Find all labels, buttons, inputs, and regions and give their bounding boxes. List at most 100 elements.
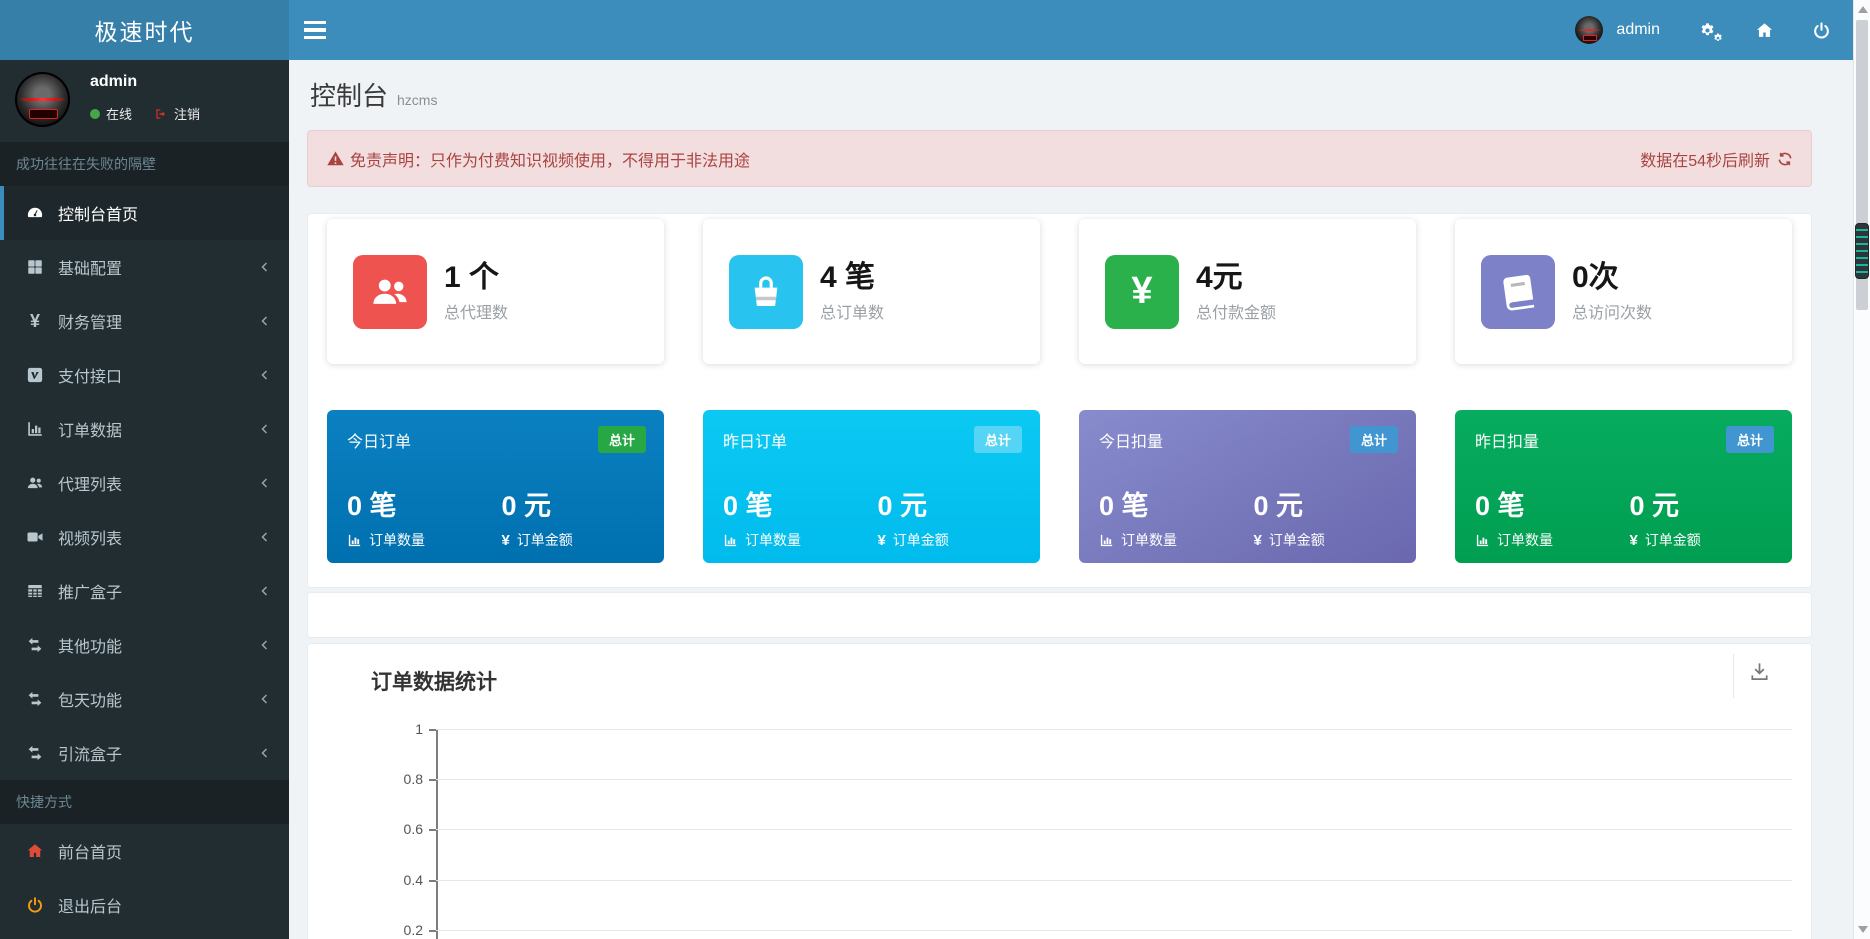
sidebar-item-label: 订单数据: [58, 423, 123, 440]
navbar-user-menu[interactable]: admin: [1575, 16, 1660, 44]
exchange-icon: [22, 636, 48, 654]
brand-logo[interactable]: 极速时代: [0, 0, 289, 60]
y-axis-label: 0.4: [403, 872, 423, 888]
sidebar-item-label: 视频列表: [58, 531, 123, 548]
logout-link[interactable]: 注销: [174, 107, 201, 122]
scrollbar-down-arrow[interactable]: [1858, 926, 1868, 933]
amount-label: 订单金额: [516, 532, 573, 548]
y-axis-tick: [429, 729, 436, 731]
y-axis-label: 0.8: [403, 771, 423, 787]
order-count: 0 笔: [1099, 491, 1149, 521]
y-gridline: [436, 930, 1792, 931]
online-status-label: 在线: [106, 107, 133, 122]
bar-chart-icon: [724, 534, 737, 546]
sidebar-item-promo-box[interactable]: 推广盒子: [0, 564, 289, 618]
sidebar-item-label: 推广盒子: [58, 585, 123, 602]
sidebar-item-logout-backend[interactable]: 退出后台: [0, 878, 289, 932]
avatar: [15, 72, 70, 127]
sidebar-username: admin: [90, 73, 138, 90]
order-amount: 0 元: [1629, 491, 1679, 521]
stat-card-total-orders: 4 笔 总订单数: [703, 219, 1040, 364]
page-subtitle: hzcms: [397, 92, 438, 108]
chevron-left-icon: [259, 693, 271, 705]
sidebar-item-order-data[interactable]: 订单数据: [0, 402, 289, 456]
stat-value: 1 个: [444, 260, 500, 294]
settings-gears-icon[interactable]: [1698, 21, 1722, 41]
stat-value: 0次: [1572, 260, 1619, 294]
stat-label: 总订单数: [820, 304, 885, 322]
order-count: 0 笔: [723, 491, 773, 521]
scrollbar-minimap-marker: [1855, 223, 1869, 279]
y-axis-tick: [429, 930, 436, 932]
chevron-left-icon: [259, 315, 271, 327]
sidebar-item-daily-pass[interactable]: 包天功能: [0, 672, 289, 726]
sidebar-item-dashboard[interactable]: 控制台首页: [0, 186, 289, 240]
disclaimer-alert: 免责声明：只作为付费知识视频使用，不得用于非法用途 数据在54秒后刷新: [307, 130, 1812, 187]
stat-card-total-paid: ¥ 4元 总付款金额: [1079, 219, 1416, 364]
chevron-left-icon: [259, 747, 271, 759]
amount-label: 订单金额: [1268, 532, 1325, 548]
summary-panels-row: 今日订单 总计 0 笔 订单数量 0 元 ¥ 订单金额 昨日订单 总计: [327, 410, 1792, 563]
y-gridline: [436, 829, 1792, 830]
y-axis-label: 1: [415, 721, 423, 737]
online-status-dot: [90, 108, 100, 119]
page-title: 控制台: [310, 81, 389, 111]
order-count: 0 笔: [347, 491, 397, 521]
yen-icon: ¥: [1253, 531, 1262, 549]
sign-out-icon: [154, 107, 168, 121]
sidebar-menu: 控制台首页 基础配置 ¥ 财务管理 支付接口 订单数据: [0, 186, 289, 780]
sidebar: 极速时代 admin 在线 注销 成功往往在失败的隔壁 控制台首页 基础配置: [0, 0, 289, 939]
panel-title: 今日扣量: [1099, 434, 1164, 451]
sidebar-item-label: 前台首页: [58, 845, 123, 862]
sidebar-item-finance[interactable]: ¥ 财务管理: [0, 294, 289, 348]
sidebar-item-label: 引流盒子: [58, 747, 123, 764]
panel-today-deduction: 今日扣量 总计 0 笔 订单数量 0 元 ¥ 订单金额: [1079, 410, 1416, 563]
divider: [1733, 654, 1734, 698]
scrollbar[interactable]: [1853, 0, 1870, 939]
sidebar-item-label: 退出后台: [58, 899, 123, 916]
sidebar-item-label: 其他功能: [58, 639, 123, 656]
y-axis-label: 0.6: [403, 821, 423, 837]
yen-icon: ¥: [29, 311, 40, 331]
power-icon[interactable]: [1812, 21, 1831, 40]
y-gridline: [436, 880, 1792, 881]
scrollbar-up-arrow[interactable]: [1858, 6, 1868, 13]
chevron-left-icon: [259, 261, 271, 273]
amount-label: 订单金额: [1644, 532, 1701, 548]
chevron-left-icon: [259, 423, 271, 435]
stat-label: 总访问次数: [1572, 304, 1653, 322]
sidebar-item-traffic-box[interactable]: 引流盒子: [0, 726, 289, 780]
refresh-countdown-text: 数据在54秒后刷新: [1640, 152, 1770, 170]
sidebar-item-video-list[interactable]: 视频列表: [0, 510, 289, 564]
sidebar-user-panel: admin 在线 注销: [0, 60, 289, 142]
refresh-countdown[interactable]: 数据在54秒后刷新: [1640, 147, 1793, 171]
sidebar-item-payment-api[interactable]: 支付接口: [0, 348, 289, 402]
sidebar-item-frontend-home[interactable]: 前台首页: [0, 824, 289, 878]
sidebar-motto: 成功往往在失败的隔壁: [0, 142, 289, 186]
sidebar-toggle-button[interactable]: [289, 0, 341, 60]
panel-yesterday-orders: 昨日订单 总计 0 笔 订单数量 0 元 ¥ 订单金额: [703, 410, 1040, 563]
sidebar-item-label: 包天功能: [58, 693, 123, 710]
bar-chart-icon: [348, 534, 361, 546]
bar-chart-icon: [1100, 534, 1113, 546]
chevron-left-icon: [259, 585, 271, 597]
table-icon: [22, 582, 48, 600]
sidebar-item-agent-list[interactable]: 代理列表: [0, 456, 289, 510]
download-chart-icon[interactable]: [1748, 660, 1771, 683]
panel-title: 今日订单: [347, 434, 412, 451]
y-axis-line: [436, 729, 438, 939]
y-axis-tick: [429, 829, 436, 831]
users-icon: [353, 254, 427, 329]
sidebar-item-label: 基础配置: [58, 261, 123, 278]
home-icon[interactable]: [1755, 21, 1774, 40]
total-badge: 总计: [1349, 426, 1398, 453]
sidebar-item-other-features[interactable]: 其他功能: [0, 618, 289, 672]
order-amount: 0 元: [1253, 491, 1303, 521]
yen-icon: ¥: [1105, 254, 1179, 329]
y-axis-tick: [429, 779, 436, 781]
y-axis-tick: [429, 880, 436, 882]
sidebar-item-basic-config[interactable]: 基础配置: [0, 240, 289, 294]
count-label: 订单数量: [1121, 532, 1177, 548]
top-navbar: admin: [289, 0, 1853, 60]
chevron-left-icon: [259, 639, 271, 651]
